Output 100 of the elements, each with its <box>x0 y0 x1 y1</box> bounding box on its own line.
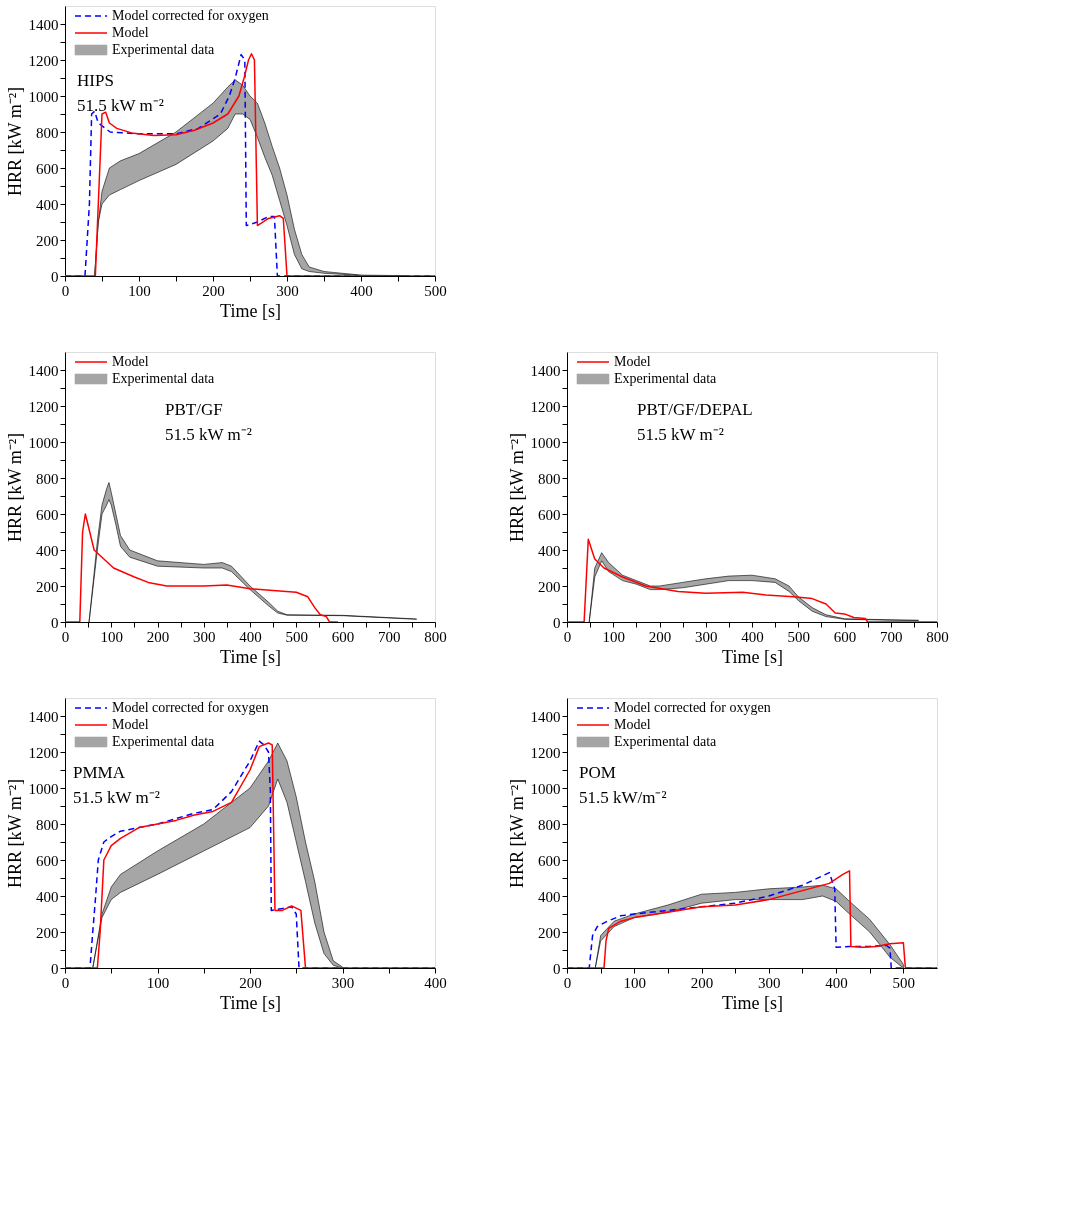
x-tick-label: 100 <box>602 628 625 645</box>
x-tick-label: 100 <box>623 974 647 991</box>
y-tick-label: 1000 <box>530 434 561 451</box>
x-axis-title: Time [s] <box>220 300 281 321</box>
y-tick-label: 1200 <box>28 744 59 761</box>
annotation: 51.5 kW m⁻² <box>165 425 252 444</box>
legend-label: Model corrected for oxygen <box>112 8 269 23</box>
legend-label: Experimental data <box>112 734 216 749</box>
x-tick-label: 200 <box>239 974 262 991</box>
x-axis-title: Time [s] <box>220 992 281 1013</box>
x-tick-label: 600 <box>331 628 355 645</box>
y-tick-label: 400 <box>538 542 561 559</box>
x-axis-title: Time [s] <box>220 646 281 667</box>
y-tick-label: 600 <box>538 852 561 869</box>
annotation: 51.5 kW m⁻² <box>77 96 164 115</box>
legend-label: Model <box>614 354 651 369</box>
x-tick-label: 500 <box>787 628 810 645</box>
x-tick-label: 200 <box>690 974 714 991</box>
annotation: 51.5 kW/m⁻² <box>579 788 667 807</box>
annotation: 51.5 kW m⁻² <box>73 788 160 807</box>
y-tick-label: 1000 <box>28 88 59 105</box>
y-tick-label: 1200 <box>28 52 59 69</box>
y-tick-label: 200 <box>538 578 561 595</box>
x-tick-label: 100 <box>100 628 123 645</box>
y-tick-label: 200 <box>36 924 59 941</box>
y-tick-label: 600 <box>36 160 59 177</box>
line-series <box>65 513 339 622</box>
y-tick-label: 1200 <box>530 398 561 415</box>
y-axis-title: HRR [kW m⁻²] <box>506 432 527 543</box>
y-tick-label: 800 <box>36 470 59 487</box>
x-tick-label: 400 <box>350 282 373 299</box>
y-tick-label: 600 <box>538 506 561 523</box>
annotation: PMMA <box>73 763 126 782</box>
legend-label: Experimental data <box>614 371 718 386</box>
y-axis-title: HRR [kW m⁻²] <box>506 778 527 889</box>
x-tick-label: 300 <box>695 628 718 645</box>
x-tick-label: 300 <box>331 974 355 991</box>
x-tick-label: 300 <box>193 628 216 645</box>
x-axis-title: Time [s] <box>722 992 783 1013</box>
y-tick-label: 600 <box>36 506 59 523</box>
y-tick-label: 0 <box>51 614 59 631</box>
y-tick-label: 200 <box>36 232 59 249</box>
y-tick-label: 1000 <box>28 434 59 451</box>
x-tick-label: 400 <box>825 974 848 991</box>
y-tick-label: 1400 <box>28 16 59 33</box>
legend-label: Model corrected for oxygen <box>112 700 269 715</box>
legend-label: Model <box>614 717 651 732</box>
legend-label: Model <box>112 354 149 369</box>
y-tick-label: 1400 <box>28 708 59 725</box>
y-tick-label: 400 <box>36 542 59 559</box>
x-tick-label: 300 <box>758 974 781 991</box>
x-tick-label: 300 <box>276 282 299 299</box>
y-tick-label: 400 <box>36 888 59 905</box>
y-tick-label: 1400 <box>530 708 561 725</box>
y-axis-title: HRR [kW m⁻²] <box>4 778 25 889</box>
legend-label: Experimental data <box>614 734 718 749</box>
y-tick-label: 0 <box>51 960 59 977</box>
x-tick-label: 700 <box>880 628 903 645</box>
y-tick-label: 800 <box>36 124 59 141</box>
y-axis-title: HRR [kW m⁻²] <box>4 432 25 543</box>
legend-label: Model corrected for oxygen <box>614 700 771 715</box>
x-tick-label: 100 <box>128 282 151 299</box>
annotation: PBT/GF <box>165 400 223 419</box>
legend-label: Experimental data <box>112 371 216 386</box>
x-tick-label: 400 <box>741 628 764 645</box>
y-tick-label: 0 <box>553 960 561 977</box>
x-tick-label: 500 <box>285 628 308 645</box>
y-tick-label: 400 <box>538 888 561 905</box>
y-axis-title: HRR [kW m⁻²] <box>4 86 25 197</box>
x-tick-label: 800 <box>424 628 447 645</box>
x-tick-label: 200 <box>202 282 225 299</box>
legend-label: Model <box>112 25 149 40</box>
legend-label: Model <box>112 717 149 732</box>
y-tick-label: 1200 <box>28 398 59 415</box>
y-tick-label: 800 <box>538 816 561 833</box>
x-tick-label: 600 <box>833 628 857 645</box>
y-tick-label: 1000 <box>28 780 59 797</box>
annotation: 51.5 kW m⁻² <box>637 425 724 444</box>
x-tick-label: 400 <box>424 974 447 991</box>
annotation: PBT/GF/DEPAL <box>637 400 753 419</box>
y-tick-label: 1200 <box>530 744 561 761</box>
legend-label: Experimental data <box>112 42 216 57</box>
x-tick-label: 100 <box>146 974 170 991</box>
y-tick-label: 1400 <box>530 362 561 379</box>
x-tick-label: 500 <box>892 974 916 991</box>
annotation: POM <box>579 763 616 782</box>
y-tick-label: 600 <box>36 852 59 869</box>
y-tick-label: 200 <box>36 578 59 595</box>
x-tick-label: 400 <box>239 628 262 645</box>
y-tick-label: 1400 <box>28 362 59 379</box>
y-tick-label: 800 <box>538 470 561 487</box>
x-tick-label: 200 <box>648 628 672 645</box>
annotation: HIPS <box>77 71 114 90</box>
y-tick-label: 1000 <box>530 780 561 797</box>
y-tick-label: 800 <box>36 816 59 833</box>
x-tick-label: 700 <box>378 628 401 645</box>
y-tick-label: 200 <box>538 924 561 941</box>
x-tick-label: 500 <box>424 282 447 299</box>
x-tick-label: 800 <box>926 628 949 645</box>
y-tick-label: 0 <box>553 614 561 631</box>
